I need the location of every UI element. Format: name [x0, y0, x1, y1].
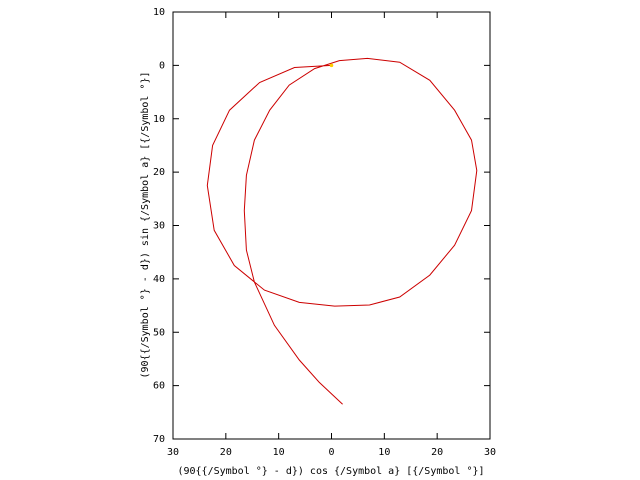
- y-tick-label: 30: [153, 221, 165, 232]
- y-tick-label: 60: [153, 381, 165, 392]
- y-tick-label: 0: [159, 60, 165, 71]
- y-tick-label: 20: [153, 167, 165, 178]
- start-marker: [329, 63, 334, 68]
- y-tick-label: 70: [153, 434, 165, 445]
- series-line: [206, 57, 478, 405]
- x-tick-label: 10: [273, 447, 285, 458]
- y-axis-label: (90{{/Symbol °} - d}) sin {/Symbol a} [{…: [140, 71, 151, 378]
- x-tick-label: 0: [328, 447, 334, 458]
- x-tick-label: 20: [220, 447, 232, 458]
- x-tick-label: 20: [431, 447, 443, 458]
- y-tick-label: 40: [153, 274, 165, 285]
- plot-frame: [172, 11, 491, 440]
- x-tick-label: 30: [484, 447, 496, 458]
- x-axis-label: (90{{/Symbol °} - d}) cos {/Symbol a} [{…: [177, 466, 484, 477]
- x-tick-label: 10: [378, 447, 390, 458]
- x-tick-label: 30: [167, 447, 179, 458]
- y-tick-label: 10: [153, 114, 165, 125]
- y-tick-label: 50: [153, 327, 165, 338]
- y-tick-label: 10: [153, 7, 165, 18]
